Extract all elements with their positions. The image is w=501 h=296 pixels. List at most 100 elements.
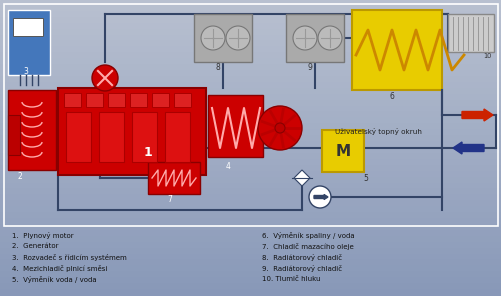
- Bar: [351, 10, 441, 90]
- Bar: [0, 101, 501, 107]
- Circle shape: [258, 106, 302, 150]
- Text: 6: 6: [389, 92, 394, 101]
- Bar: [0, 53, 501, 60]
- Circle shape: [225, 26, 249, 50]
- Bar: [0, 189, 501, 196]
- Text: 5: 5: [362, 174, 367, 183]
- Bar: [148, 162, 199, 194]
- Bar: [0, 207, 501, 214]
- Text: 8.  Radiátorový chladič: 8. Radiátorový chladič: [262, 254, 342, 261]
- Text: 10: 10: [482, 53, 491, 59]
- Bar: [0, 71, 501, 78]
- Bar: [193, 14, 252, 62]
- Bar: [132, 112, 157, 162]
- Text: 7.  Chladič mazacího oleje: 7. Chladič mazacího oleje: [262, 243, 353, 250]
- Text: 10. Tlumič hluku: 10. Tlumič hluku: [262, 276, 320, 282]
- Text: Uživatelský topný okruh: Uživatelský topný okruh: [334, 128, 421, 135]
- Bar: [286, 14, 343, 62]
- Bar: [0, 284, 501, 291]
- Bar: [0, 95, 501, 102]
- Bar: [0, 12, 501, 19]
- Bar: [0, 112, 501, 119]
- Bar: [0, 0, 501, 7]
- Bar: [321, 130, 363, 172]
- Bar: [0, 172, 501, 178]
- Bar: [0, 47, 501, 54]
- Circle shape: [317, 26, 341, 50]
- Text: 9: 9: [307, 63, 312, 72]
- FancyArrow shape: [461, 109, 492, 121]
- Bar: [0, 89, 501, 96]
- Bar: [0, 124, 501, 131]
- FancyArrow shape: [313, 194, 327, 200]
- Bar: [0, 107, 501, 113]
- Bar: [0, 130, 501, 137]
- Bar: [0, 166, 501, 173]
- Text: 1: 1: [143, 146, 152, 158]
- Text: 5.  Výměník voda / voda: 5. Výměník voda / voda: [12, 276, 96, 283]
- Bar: [58, 88, 205, 175]
- Text: 3: 3: [24, 67, 29, 76]
- Bar: [86, 93, 103, 107]
- Text: 3.  Rozvadeč s řídicím systémem: 3. Rozvadeč s řídicím systémem: [12, 254, 126, 261]
- Bar: [130, 93, 147, 107]
- Bar: [0, 178, 501, 184]
- Bar: [0, 219, 501, 226]
- Polygon shape: [294, 170, 310, 186]
- Bar: [0, 77, 501, 84]
- Bar: [0, 255, 501, 261]
- Bar: [0, 249, 501, 255]
- Circle shape: [293, 26, 316, 50]
- Bar: [8, 10, 50, 75]
- Bar: [4, 4, 497, 226]
- Circle shape: [275, 123, 285, 133]
- Bar: [207, 95, 263, 157]
- Bar: [108, 93, 125, 107]
- Text: 9.  Radiátorový chladič: 9. Radiátorový chladič: [262, 265, 342, 272]
- Bar: [165, 112, 189, 162]
- Bar: [66, 112, 91, 162]
- Bar: [0, 18, 501, 25]
- Bar: [0, 201, 501, 208]
- Bar: [152, 93, 169, 107]
- Bar: [0, 184, 501, 190]
- Bar: [0, 243, 501, 250]
- Bar: [0, 59, 501, 66]
- Text: 1.  Plynový motor: 1. Plynový motor: [12, 232, 74, 239]
- FancyArrow shape: [452, 142, 483, 154]
- Bar: [0, 36, 501, 42]
- Bar: [8, 115, 20, 155]
- Bar: [0, 278, 501, 285]
- Bar: [0, 136, 501, 143]
- Text: M: M: [335, 144, 350, 158]
- Bar: [0, 65, 501, 72]
- Bar: [0, 266, 501, 273]
- Bar: [64, 93, 81, 107]
- Bar: [0, 160, 501, 167]
- Bar: [0, 237, 501, 244]
- Bar: [447, 14, 493, 52]
- Text: 6.  Výměník spaliny / voda: 6. Výměník spaliny / voda: [262, 232, 354, 239]
- Text: 2: 2: [18, 172, 23, 181]
- Bar: [0, 195, 501, 202]
- Bar: [0, 231, 501, 238]
- Bar: [0, 142, 501, 149]
- Bar: [0, 30, 501, 36]
- Text: 8: 8: [215, 63, 220, 72]
- Bar: [0, 83, 501, 90]
- Bar: [13, 18, 43, 36]
- Bar: [99, 112, 124, 162]
- Bar: [0, 225, 501, 232]
- Bar: [0, 148, 501, 155]
- Circle shape: [200, 26, 224, 50]
- Bar: [0, 154, 501, 161]
- Text: 2.  Generátor: 2. Generátor: [12, 243, 59, 249]
- Text: 7: 7: [167, 195, 172, 204]
- Bar: [0, 118, 501, 125]
- Bar: [8, 90, 56, 170]
- Text: 4.  Mezichladič plnicí směsi: 4. Mezichladič plnicí směsi: [12, 265, 107, 272]
- Circle shape: [309, 186, 330, 208]
- Circle shape: [92, 65, 118, 91]
- Bar: [0, 272, 501, 279]
- Bar: [0, 24, 501, 30]
